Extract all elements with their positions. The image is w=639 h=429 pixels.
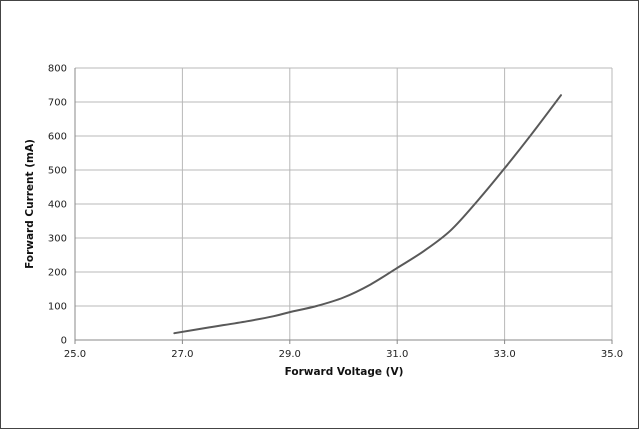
y-tick-label: 500: [48, 166, 67, 177]
x-tick-label: 35.0: [601, 349, 623, 360]
y-tick-label: 400: [48, 200, 67, 211]
y-tick-label: 700: [48, 98, 67, 109]
grid: [75, 67, 613, 340]
series-group: [173, 94, 562, 335]
y-tick-label: 300: [48, 234, 67, 245]
x-tick-label: 33.0: [493, 349, 515, 360]
x-tick-labels: 25.0 27.0 29.0 31.0 33.0 35.0: [64, 349, 623, 360]
y-tick-label: 800: [48, 64, 67, 75]
y-tick-label: 100: [48, 302, 67, 313]
series-line: [173, 94, 562, 335]
axes: [74, 68, 613, 344]
x-tick-label: 27.0: [171, 349, 193, 360]
y-tick-labels: 0 100 200 300 400 500 600 700 800: [48, 64, 67, 347]
x-axis-title: Forward Voltage (V): [285, 366, 404, 378]
x-tick-label: 29.0: [279, 349, 301, 360]
y-axis-title: Forward Current (mA): [24, 139, 36, 269]
y-tick-label: 0: [61, 336, 67, 347]
x-tick-label: 25.0: [64, 349, 86, 360]
y-tick-label: 600: [48, 132, 67, 143]
y-tick-label: 200: [48, 268, 67, 279]
x-tick-label: 31.0: [386, 349, 408, 360]
